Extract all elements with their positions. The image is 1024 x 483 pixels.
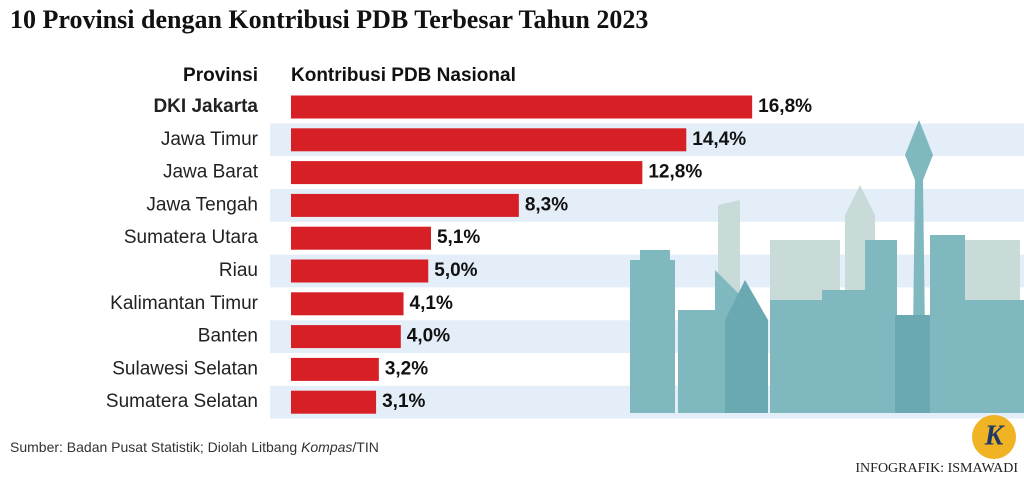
- value-label: 3,2%: [385, 358, 428, 379]
- value-label: 12,8%: [648, 162, 702, 183]
- bar: [291, 292, 404, 316]
- category-label: Jawa Timur: [161, 129, 259, 150]
- building: [895, 315, 930, 413]
- value-label: 8,3%: [525, 194, 568, 215]
- building: [770, 300, 825, 413]
- category-label: Sulawesi Selatan: [112, 358, 258, 379]
- monument: [905, 120, 933, 413]
- column-header: Provinsi: [183, 65, 258, 86]
- building: [822, 290, 867, 413]
- value-label: 4,0%: [407, 326, 450, 347]
- source: Sumber: Badan Pusat Statistik; Diolah Li…: [10, 439, 379, 455]
- value-label: 5,1%: [437, 227, 480, 248]
- category-label: Jawa Tengah: [146, 194, 258, 215]
- source-part: /TIN: [352, 439, 378, 455]
- bar: [291, 259, 429, 283]
- bar: [291, 128, 687, 152]
- bar: [291, 226, 431, 250]
- building: [930, 235, 965, 413]
- value-label: 3,1%: [382, 391, 425, 412]
- building: [965, 300, 1024, 413]
- chart-title: 10 Provinsi dengan Kontribusi PDB Terbes…: [10, 5, 648, 34]
- bar: [291, 161, 643, 185]
- category-label: Riau: [219, 260, 258, 281]
- bar: [291, 95, 753, 119]
- value-label: 4,1%: [410, 293, 453, 314]
- category-label: Sumatera Selatan: [106, 391, 258, 412]
- source-part: Kompas: [301, 439, 352, 455]
- logo-letter: K: [984, 420, 1006, 451]
- column-header: Kontribusi PDB Nasional: [291, 65, 516, 86]
- source-part: Sumber: Badan Pusat Statistik; Diolah Li…: [10, 439, 301, 455]
- building: [630, 260, 675, 413]
- skyline: [630, 120, 1024, 413]
- category-label: Jawa Barat: [163, 162, 259, 183]
- building: [725, 280, 768, 413]
- value-label: 16,8%: [758, 96, 812, 117]
- logo: [972, 415, 1016, 459]
- bar: [291, 325, 401, 349]
- category-label: DKI Jakarta: [153, 96, 258, 117]
- bar: [291, 357, 379, 381]
- bar: [291, 193, 519, 217]
- category-label: Sumatera Utara: [124, 227, 259, 248]
- value-label: 14,4%: [692, 129, 746, 150]
- credit: INFOGRAFIK: ISMAWADI: [855, 461, 1018, 476]
- category-label: Banten: [198, 326, 258, 347]
- category-label: Kalimantan Timur: [110, 293, 259, 314]
- building: [865, 240, 897, 413]
- building: [640, 250, 670, 262]
- bar: [291, 390, 377, 414]
- value-label: 5,0%: [434, 260, 477, 281]
